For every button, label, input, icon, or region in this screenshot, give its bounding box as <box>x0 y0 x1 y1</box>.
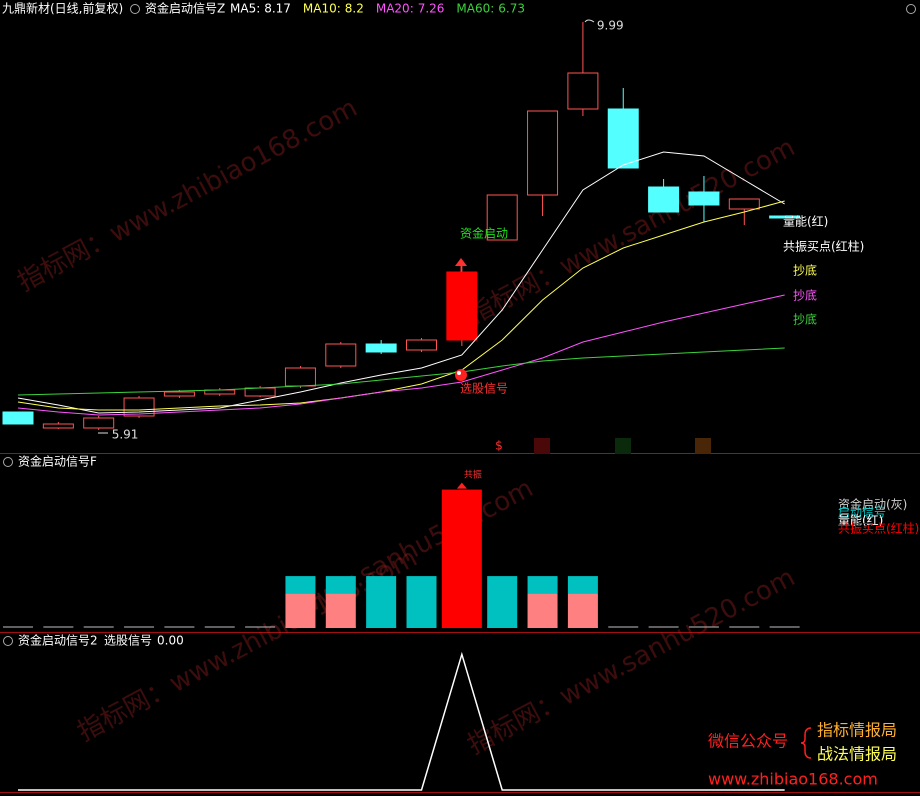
candle-body <box>527 110 559 196</box>
legend-colon: : <box>256 2 260 16</box>
signal-line <box>18 651 785 791</box>
candle-body <box>607 108 639 169</box>
candle-body <box>163 391 195 397</box>
high-pointer <box>584 19 595 23</box>
candle-body <box>769 215 801 219</box>
ma-legend: MA5:8.17 MA10:8.2 MA20:7.26 MA60:6.73 <box>230 2 525 16</box>
ma-line <box>17 200 785 411</box>
bar-segment <box>487 576 518 628</box>
annotation: 共振 <box>464 469 482 481</box>
bar-segment <box>285 593 316 628</box>
signal-arrow <box>455 258 467 266</box>
resonance-arrow <box>456 482 467 489</box>
bar-segment <box>366 576 397 628</box>
candle-body <box>42 423 74 429</box>
legend-entry: 启动信号 <box>838 506 886 520</box>
legend-entry: 共振买点(红柱) <box>838 521 919 536</box>
legend-entry: 量能(红) <box>838 513 883 528</box>
panel-icon[interactable] <box>130 4 140 14</box>
sub-panel-2 <box>18 651 785 791</box>
ma-line <box>17 294 785 416</box>
brace <box>800 727 812 759</box>
bar-segment <box>567 593 598 628</box>
legend-value: 7.26 <box>418 2 445 16</box>
candle-body <box>2 411 34 425</box>
legend-colon: : <box>410 2 414 16</box>
annotation: 选股信号 <box>460 382 508 396</box>
legend-entry: 资金启动(灰) <box>838 497 907 512</box>
legend-name: 选股信号 <box>104 634 152 648</box>
signal-ball-highlight <box>457 371 461 375</box>
panel-title: 资金启动信号F <box>18 454 97 469</box>
candle-body <box>567 72 599 110</box>
annotation: 资金启动 <box>460 226 508 241</box>
low-label: 5.91 <box>112 428 139 442</box>
candle-body <box>83 417 115 429</box>
candle-body <box>688 191 720 206</box>
legend-name: MA5 <box>230 2 256 16</box>
legend-value: 8.2 <box>345 2 364 16</box>
site-url: www.zhibiao168.com <box>708 770 878 789</box>
legend-colon: : <box>490 2 494 16</box>
candle-body <box>325 343 357 367</box>
candle-body <box>648 186 680 213</box>
panel-title: 资金启动信号2 <box>18 633 98 648</box>
legend-name: MA10 <box>303 2 337 16</box>
panel-icon[interactable] <box>3 457 13 467</box>
window-button[interactable] <box>906 4 916 14</box>
ma-line <box>17 151 785 414</box>
legend-value: 0.00 <box>157 634 184 648</box>
bar-segment <box>285 576 316 594</box>
signal-ball <box>455 369 467 381</box>
account-name: 战法情报局 <box>817 745 897 764</box>
right-label: 抄底 <box>793 312 817 327</box>
right-label: 抄底 <box>793 288 817 303</box>
right-label: 共振买点(红柱) <box>783 239 864 254</box>
bar-segment <box>325 576 356 594</box>
stock-title: 九鼎新材(日线,前复权) <box>2 1 123 16</box>
panel-icon[interactable] <box>3 636 13 646</box>
candle-body <box>365 343 397 353</box>
account-name: 指标情报局 <box>817 721 897 740</box>
legend-value: 6.73 <box>498 2 525 16</box>
ma-line <box>17 347 785 396</box>
high-label: 9.99 <box>597 19 624 33</box>
legend-name: MA60 <box>456 2 490 16</box>
candle-body <box>728 198 760 210</box>
legend-colon: : <box>337 2 341 16</box>
candle-body <box>406 339 437 351</box>
bar-segment <box>527 576 558 594</box>
bar-segment <box>441 489 482 628</box>
indicator-title: 资金启动信号Z <box>145 1 225 16</box>
legend-name: MA20 <box>376 2 410 16</box>
candle-body <box>284 367 316 387</box>
bar-segment <box>527 593 558 628</box>
right-label: 量能(红) <box>783 214 828 229</box>
candle-body <box>446 271 478 341</box>
signal-marker: $ <box>495 439 503 453</box>
candle-body <box>486 194 518 241</box>
marker-box <box>695 438 711 454</box>
marker-box <box>615 438 631 454</box>
bar-segment <box>406 576 437 628</box>
right-label: 抄底 <box>793 263 817 278</box>
marker-box <box>534 438 550 454</box>
legend-value: 8.17 <box>264 2 291 16</box>
wechat-label: 微信公众号 <box>708 732 788 751</box>
candle-body <box>244 387 276 397</box>
bar-segment <box>325 593 356 628</box>
bar-segment <box>567 576 598 594</box>
